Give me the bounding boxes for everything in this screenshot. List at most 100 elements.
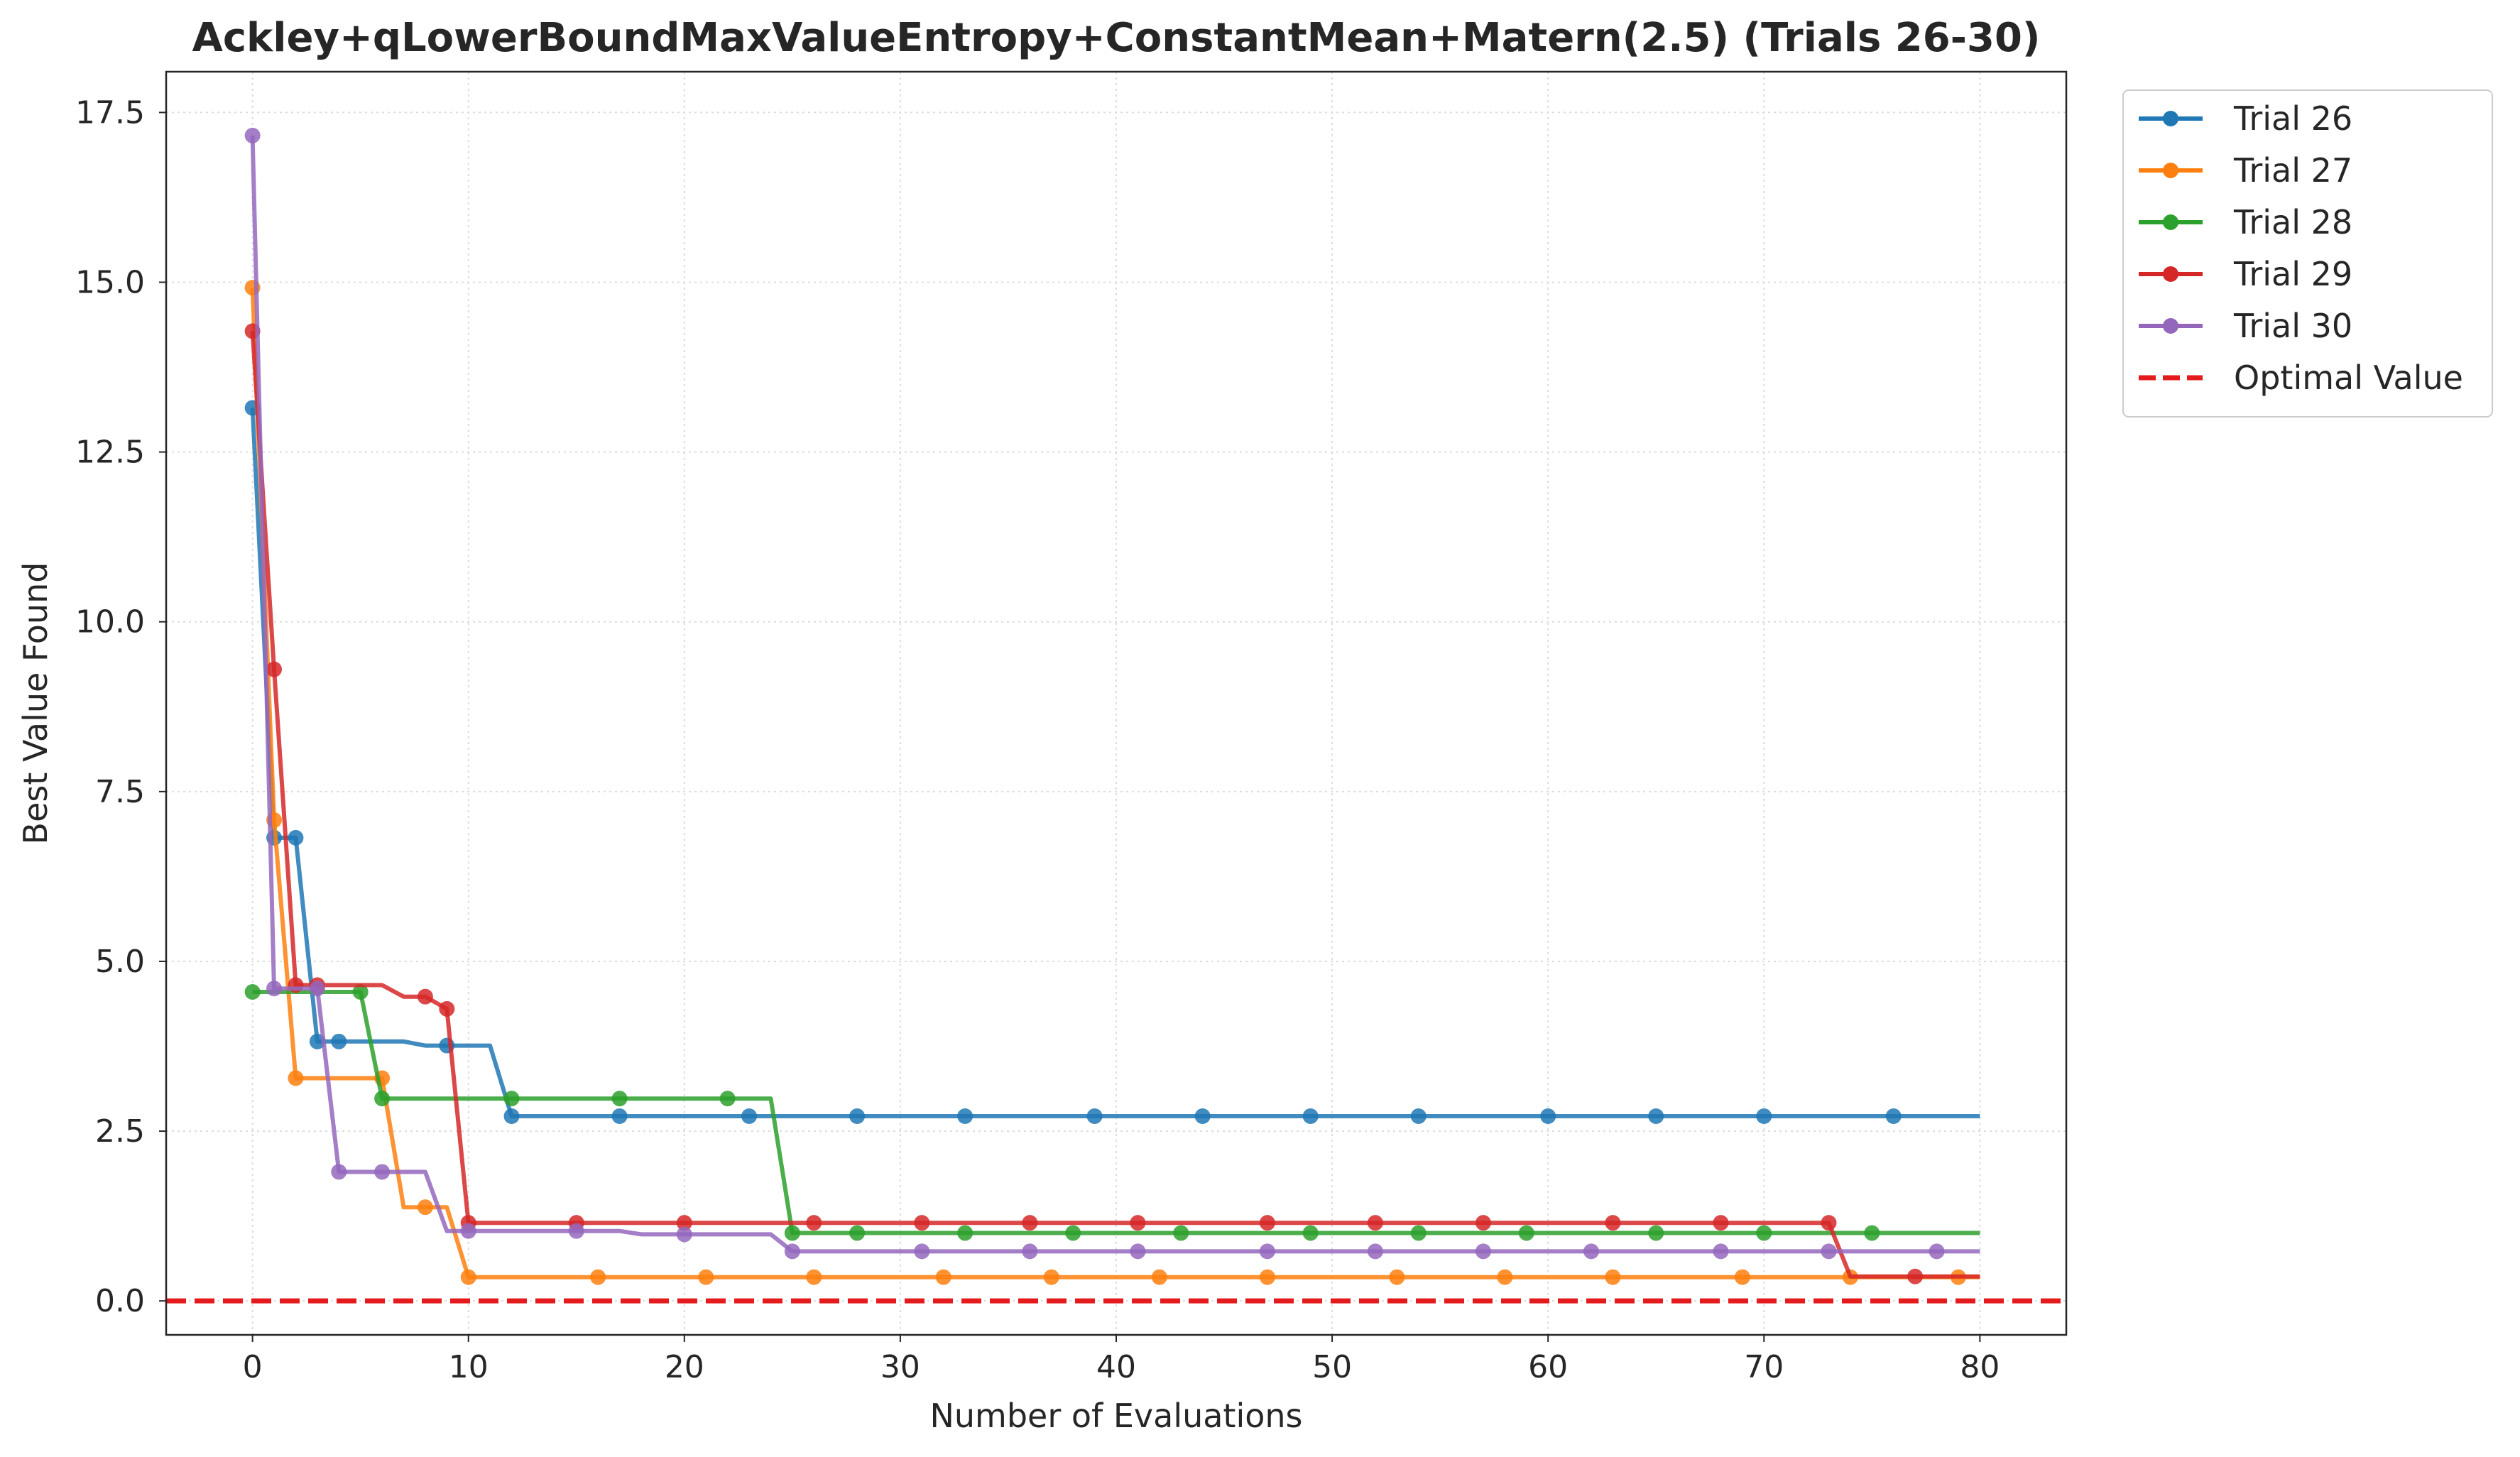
data-point [1540, 1108, 1556, 1125]
data-point [741, 1108, 758, 1125]
data-point [719, 1091, 736, 1107]
data-point [1065, 1225, 1081, 1241]
data-point [1756, 1108, 1772, 1125]
legend-item: Trial 26 [2139, 99, 2352, 138]
legend-box [2122, 89, 2493, 418]
x-axis-ticks: 0 10 20 30 40 50 60 70 80 [243, 1335, 2000, 1385]
data-point [503, 1091, 520, 1107]
legend: Trial 26 Trial 27 Trial 28 Trial 29 Trial 30… [2122, 89, 2493, 418]
data-point [1259, 1215, 1275, 1231]
data-point [806, 1269, 822, 1285]
data-point [914, 1243, 930, 1260]
data-point [1173, 1225, 1189, 1241]
x-tick-label: 20 [665, 1349, 704, 1385]
legend-marker [2163, 214, 2178, 230]
y-tick-label: 2.5 [95, 1113, 145, 1150]
legend-marker [2163, 318, 2178, 334]
data-point [288, 829, 304, 846]
series-trial-30 [244, 127, 1980, 1260]
series-trial-26 [244, 400, 1980, 1125]
data-point [568, 1223, 584, 1239]
series-line [250, 135, 1980, 1254]
data-point [331, 1033, 347, 1049]
data-point [266, 661, 283, 677]
data-point [1086, 1108, 1103, 1125]
data-point [957, 1225, 973, 1241]
data-point [1367, 1243, 1383, 1260]
data-point [784, 1225, 800, 1241]
legend-marker [2163, 163, 2178, 178]
data-point [1734, 1269, 1750, 1285]
x-tick-label: 50 [1312, 1349, 1352, 1385]
data-point [611, 1108, 628, 1125]
data-point [1864, 1225, 1880, 1241]
data-point [1151, 1269, 1167, 1285]
data-point [460, 1269, 476, 1285]
data-point [352, 983, 369, 1000]
legend-marker [2163, 111, 2178, 126]
y-tick-label: 0.0 [95, 1283, 145, 1319]
data-point [1043, 1269, 1059, 1285]
series-line [250, 288, 1980, 1279]
x-tick-label: 60 [1528, 1349, 1568, 1385]
data-point [1713, 1243, 1729, 1260]
data-point [1130, 1215, 1146, 1231]
data-point [611, 1091, 628, 1107]
legend-item: Trial 29 [2139, 255, 2352, 293]
legend-label: Trial 27 [2233, 151, 2352, 190]
grid [166, 72, 2066, 1335]
legend-label: Optimal Value [2234, 359, 2463, 397]
data-point [460, 1223, 476, 1239]
data-point [439, 1000, 455, 1017]
y-tick-label: 5.0 [95, 944, 145, 980]
x-tick-label: 10 [449, 1349, 489, 1385]
data-point [1475, 1215, 1491, 1231]
data-point [288, 1070, 304, 1086]
data-point [935, 1269, 951, 1285]
data-point [914, 1215, 930, 1231]
y-axis-label: Best Value Found [16, 562, 55, 845]
data-point [1022, 1215, 1038, 1231]
y-tick-label: 15.0 [75, 265, 145, 301]
data-point [1713, 1215, 1729, 1231]
data-point [1194, 1108, 1211, 1125]
x-tick-label: 70 [1744, 1349, 1784, 1385]
data-point [374, 1164, 391, 1180]
x-tick-label: 40 [1096, 1349, 1136, 1385]
legend-label: Trial 29 [2233, 255, 2352, 293]
legend-marker [2163, 266, 2178, 282]
y-axis-ticks: 0.0 2.5 5.0 7.5 10.0 12.5 15.0 17.5 [75, 94, 166, 1319]
data-point [1259, 1243, 1275, 1260]
y-tick-label: 10.0 [75, 604, 145, 640]
x-tick-label: 30 [880, 1349, 920, 1385]
data-point [1302, 1108, 1319, 1125]
chart-title: Ackley+qLowerBoundMaxValueEntropy+Consta… [192, 15, 2040, 61]
data-point [309, 981, 325, 997]
data-point [1907, 1268, 1924, 1284]
data-point [1410, 1108, 1427, 1125]
data-point [698, 1269, 714, 1285]
data-point [1497, 1269, 1513, 1285]
data-point [266, 981, 283, 997]
y-tick-label: 7.5 [95, 774, 145, 810]
x-tick-label: 0 [243, 1349, 263, 1385]
data-point [1302, 1225, 1319, 1241]
x-tick-label: 80 [1960, 1349, 2000, 1385]
data-point [1821, 1243, 1837, 1260]
data-point [676, 1226, 692, 1243]
data-point [1367, 1215, 1383, 1231]
data-point [1648, 1225, 1664, 1241]
data-point [331, 1164, 347, 1180]
data-point [849, 1108, 866, 1125]
data-point [1389, 1269, 1405, 1285]
data-point [676, 1215, 692, 1231]
legend-item: Trial 28 [2139, 203, 2352, 241]
data-point [1410, 1225, 1427, 1241]
data-point [503, 1108, 520, 1125]
data-point [1756, 1225, 1772, 1241]
data-point [417, 988, 433, 1005]
data-point [1130, 1243, 1146, 1260]
legend-item: Optimal Value [2139, 359, 2463, 397]
